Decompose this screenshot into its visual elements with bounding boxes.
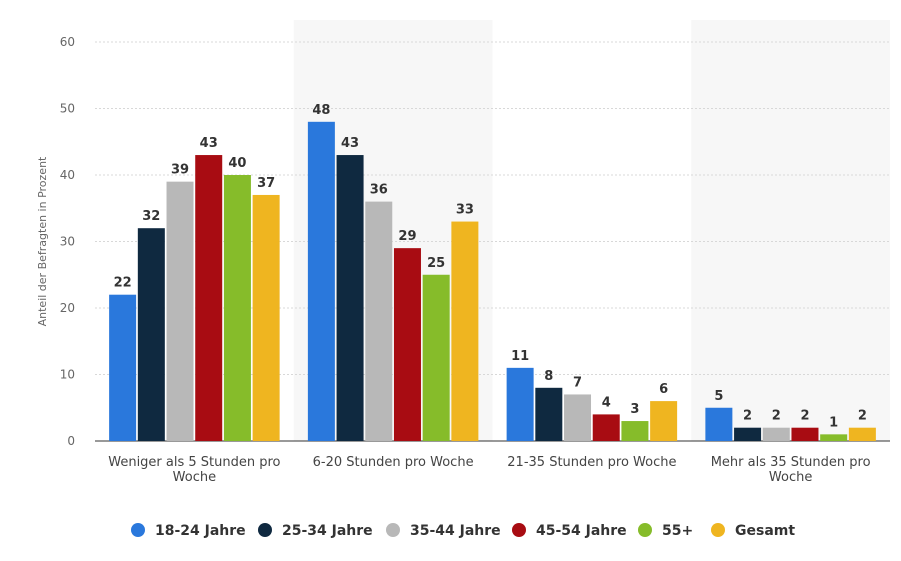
y-axis-label: Anteil der Befragten in Prozent bbox=[36, 156, 49, 326]
bar[interactable] bbox=[705, 407, 733, 441]
legend-item[interactable]: 25-34 Jahre bbox=[282, 523, 373, 539]
legend-item[interactable]: 45-54 Jahre bbox=[536, 523, 627, 539]
data-label: 33 bbox=[456, 203, 474, 218]
data-label: 25 bbox=[427, 256, 445, 271]
legend-marker bbox=[512, 523, 526, 537]
legend-item[interactable]: 55+ bbox=[662, 523, 693, 539]
y-tick-label: 0 bbox=[67, 434, 75, 448]
bar[interactable] bbox=[109, 294, 137, 441]
data-label: 22 bbox=[114, 276, 132, 291]
data-label: 37 bbox=[257, 176, 275, 191]
data-label: 32 bbox=[142, 209, 160, 224]
bar[interactable] bbox=[307, 121, 335, 442]
bar[interactable] bbox=[137, 228, 165, 441]
legend-item[interactable]: 35-44 Jahre bbox=[410, 523, 501, 539]
bar[interactable] bbox=[393, 248, 421, 441]
bar[interactable] bbox=[336, 155, 364, 442]
bar[interactable] bbox=[592, 414, 620, 441]
x-category-label: Woche bbox=[769, 470, 812, 485]
y-tick-label: 10 bbox=[60, 368, 75, 382]
legend-item[interactable]: 18-24 Jahre bbox=[155, 523, 246, 539]
legend-marker bbox=[258, 523, 272, 537]
legend-marker bbox=[711, 523, 725, 537]
data-label: 2 bbox=[772, 409, 781, 424]
data-label: 8 bbox=[544, 369, 553, 384]
bar[interactable] bbox=[195, 155, 223, 442]
bar[interactable] bbox=[848, 427, 876, 441]
data-label: 36 bbox=[370, 183, 388, 198]
group-band bbox=[691, 20, 890, 441]
bar[interactable] bbox=[506, 367, 534, 441]
data-label: 48 bbox=[312, 103, 330, 118]
bar[interactable] bbox=[650, 401, 678, 441]
x-category-label: Weniger als 5 Stunden pro bbox=[108, 455, 280, 470]
bar[interactable] bbox=[734, 427, 762, 441]
bar[interactable] bbox=[166, 181, 194, 441]
y-tick-label: 60 bbox=[60, 35, 75, 49]
data-label: 43 bbox=[200, 136, 218, 151]
y-tick-label: 20 bbox=[60, 301, 75, 315]
x-category-label: 21-35 Stunden pro Woche bbox=[507, 455, 676, 470]
legend-item[interactable]: Gesamt bbox=[735, 523, 795, 539]
bar[interactable] bbox=[365, 201, 393, 441]
bar[interactable] bbox=[422, 274, 450, 441]
data-label: 2 bbox=[743, 409, 752, 424]
bar[interactable] bbox=[252, 194, 280, 441]
bar[interactable] bbox=[791, 427, 819, 441]
data-label: 11 bbox=[511, 349, 529, 364]
y-tick-label: 50 bbox=[60, 102, 75, 116]
legend-marker bbox=[638, 523, 652, 537]
data-label: 43 bbox=[341, 136, 359, 151]
y-tick-label: 30 bbox=[60, 235, 75, 249]
data-label: 1 bbox=[829, 415, 838, 430]
bar[interactable] bbox=[223, 175, 251, 441]
data-label: 29 bbox=[398, 229, 416, 244]
x-category-label: 6-20 Stunden pro Woche bbox=[313, 455, 474, 470]
bar[interactable] bbox=[564, 394, 592, 441]
data-label: 7 bbox=[573, 375, 582, 390]
x-category-label: Woche bbox=[173, 470, 216, 485]
data-label: 2 bbox=[858, 409, 867, 424]
legend-marker bbox=[386, 523, 400, 537]
data-label: 6 bbox=[659, 382, 668, 397]
data-label: 2 bbox=[800, 409, 809, 424]
data-label: 3 bbox=[630, 402, 639, 417]
data-label: 39 bbox=[171, 163, 189, 178]
y-tick-label: 40 bbox=[60, 168, 75, 182]
bar[interactable] bbox=[621, 421, 649, 441]
legend-marker bbox=[131, 523, 145, 537]
data-label: 5 bbox=[714, 389, 723, 404]
data-label: 4 bbox=[602, 395, 611, 410]
bar[interactable] bbox=[820, 434, 848, 441]
data-label: 40 bbox=[228, 156, 246, 171]
bar[interactable] bbox=[762, 427, 790, 441]
bar[interactable] bbox=[451, 221, 479, 441]
bar[interactable] bbox=[535, 387, 563, 441]
x-category-label: Mehr als 35 Stunden pro bbox=[711, 455, 871, 470]
